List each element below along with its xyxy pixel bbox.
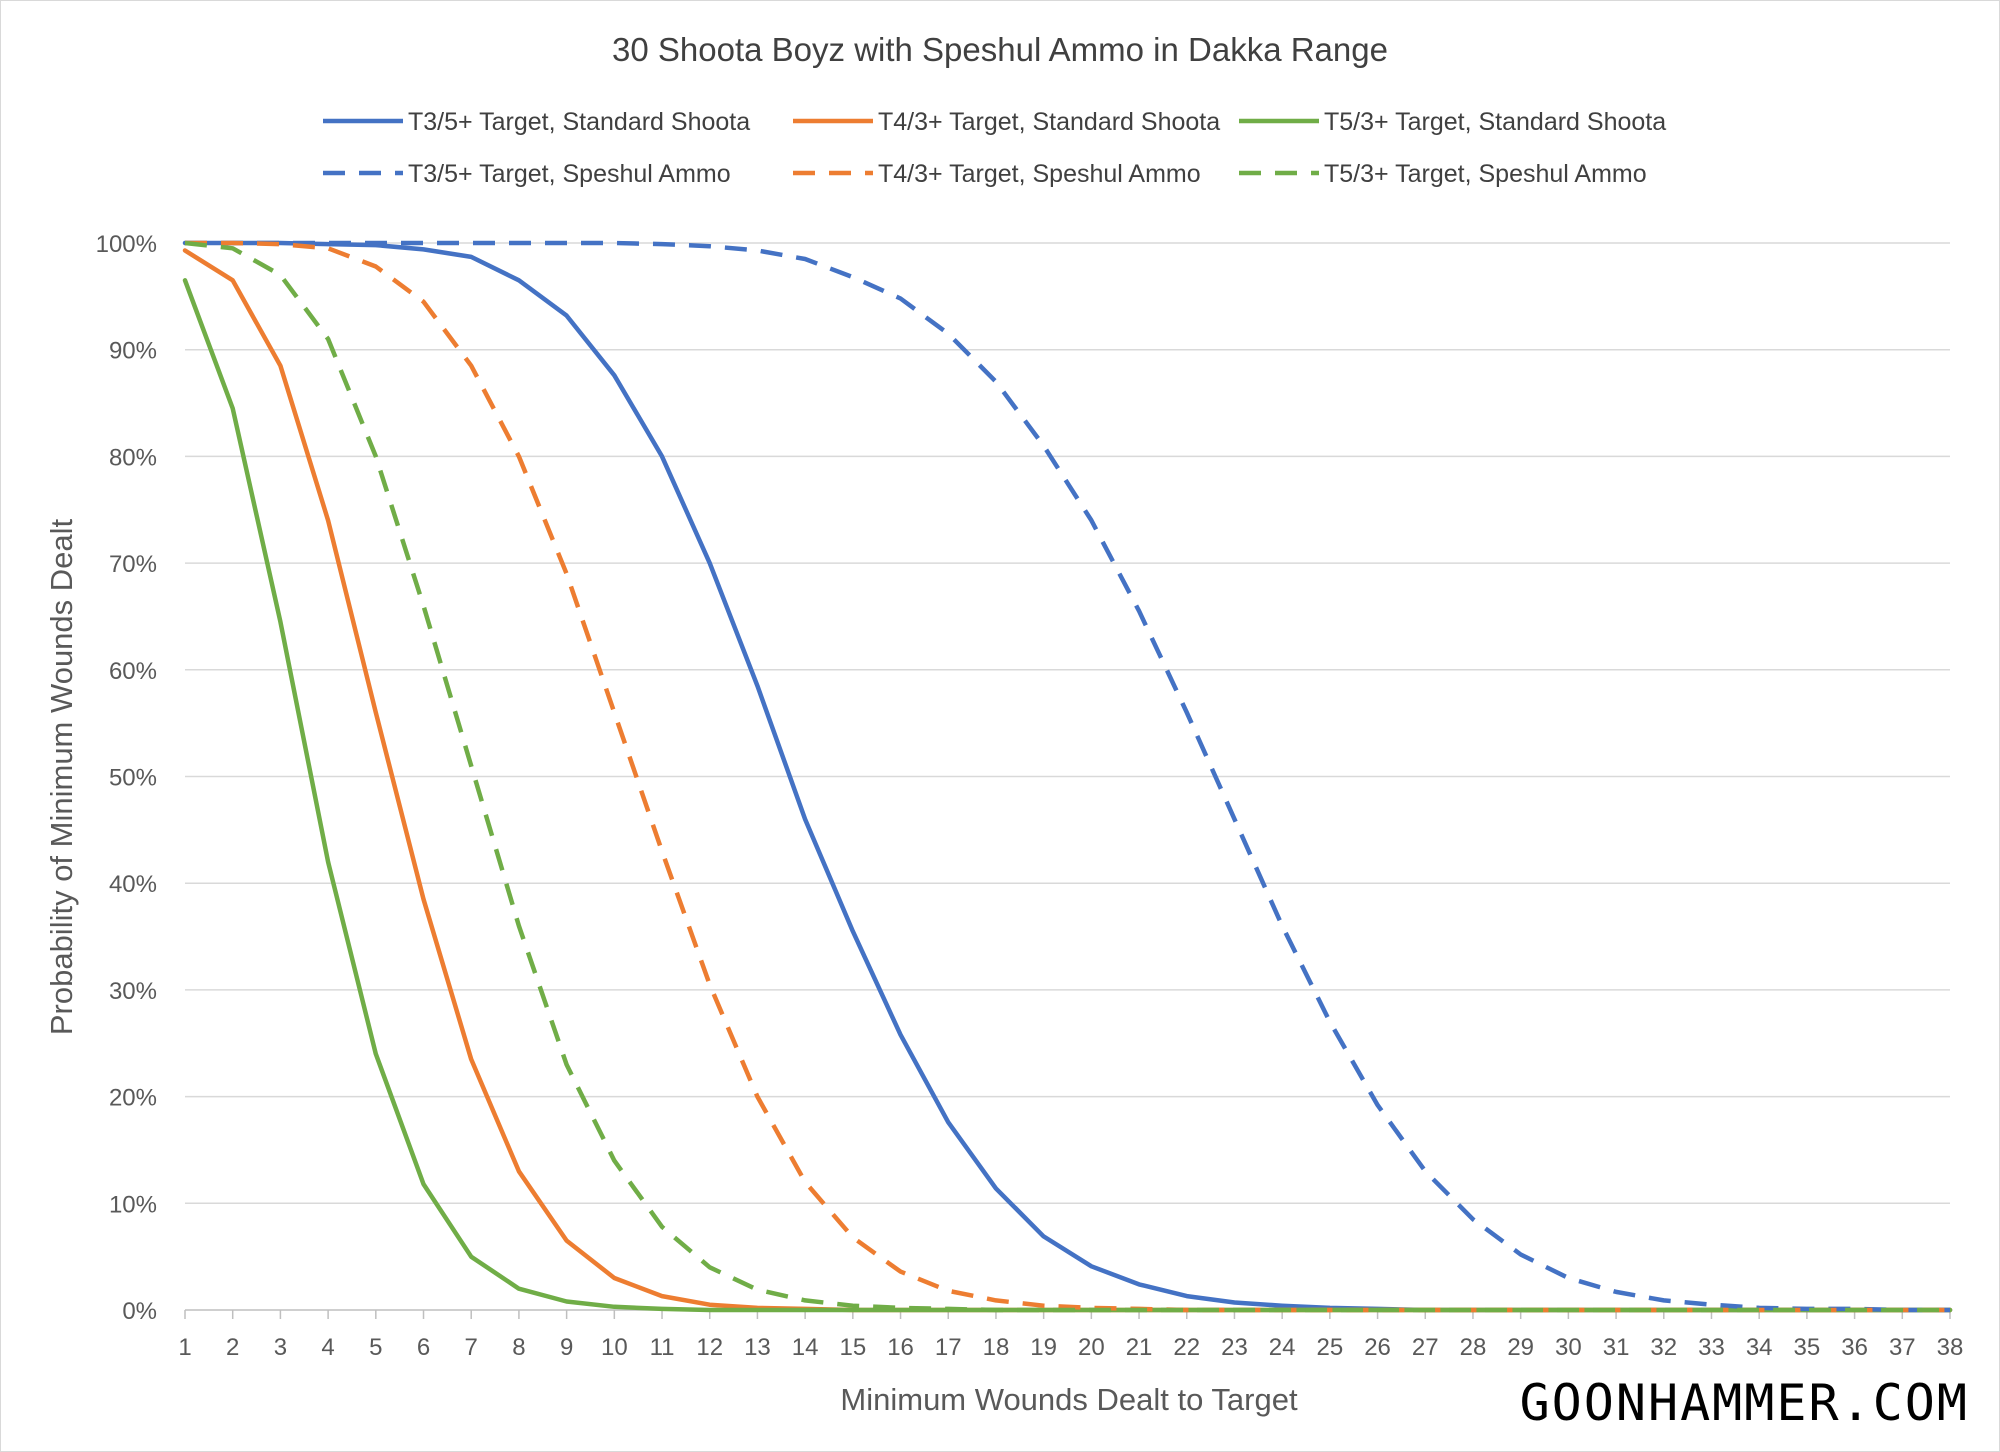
y-tick-label: 70% bbox=[109, 551, 157, 578]
x-tick-label: 1 bbox=[178, 1334, 191, 1361]
x-tick-label: 7 bbox=[465, 1334, 478, 1361]
x-tick-label: 2 bbox=[226, 1334, 239, 1361]
x-axis-title: Minimum Wounds Dealt to Target bbox=[840, 1382, 1298, 1417]
x-tick-label: 21 bbox=[1126, 1334, 1153, 1361]
x-tick-label: 32 bbox=[1650, 1334, 1677, 1361]
legend-label-4: T3/5+ Target, Speshul Ammo bbox=[408, 160, 731, 188]
x-tick-label: 5 bbox=[369, 1334, 382, 1361]
x-tick-label: 3 bbox=[274, 1334, 287, 1361]
x-tick-label: 16 bbox=[887, 1334, 914, 1361]
x-tick-label: 28 bbox=[1460, 1334, 1487, 1361]
x-tick-label: 36 bbox=[1841, 1334, 1868, 1361]
y-tick-label: 80% bbox=[109, 444, 157, 471]
y-axis-title: Probability of Minimum Wounds Dealt bbox=[44, 518, 79, 1035]
x-tick-label: 20 bbox=[1078, 1334, 1105, 1361]
x-tick-label: 10 bbox=[601, 1334, 628, 1361]
x-tick-label: 24 bbox=[1269, 1334, 1296, 1361]
x-tick-label: 8 bbox=[512, 1334, 525, 1361]
x-tick-label: 18 bbox=[983, 1334, 1010, 1361]
x-tick-label: 33 bbox=[1698, 1334, 1725, 1361]
y-tick-label: 30% bbox=[109, 978, 157, 1005]
legend-label-1: T3/5+ Target, Standard Shoota bbox=[408, 108, 750, 136]
y-tick-label: 10% bbox=[109, 1191, 157, 1218]
x-tick-label: 14 bbox=[792, 1334, 819, 1361]
series-line-3 bbox=[182, 278, 1953, 1313]
x-tick-label: 4 bbox=[321, 1334, 334, 1361]
x-tick-label: 31 bbox=[1603, 1334, 1630, 1361]
series-line-4 bbox=[185, 240, 1950, 1313]
x-tick-label: 35 bbox=[1794, 1334, 1821, 1361]
x-tick-label: 9 bbox=[560, 1334, 573, 1361]
legend: T3/5+ Target, Standard Shoota T4/3+ Targe… bbox=[323, 108, 1666, 188]
y-tick-label: 90% bbox=[109, 338, 157, 365]
gridlines bbox=[185, 242, 1950, 1205]
legend-label-6: T5/3+ Target, Speshul Ammo bbox=[1324, 160, 1647, 188]
x-tick-label: 27 bbox=[1412, 1334, 1439, 1361]
y-tick-label: 50% bbox=[109, 765, 157, 792]
series-lines bbox=[182, 240, 1953, 1313]
x-tick-label: 37 bbox=[1889, 1334, 1916, 1361]
x-tick-label: 23 bbox=[1221, 1334, 1248, 1361]
x-tick-label: 30 bbox=[1555, 1334, 1582, 1361]
x-tick-label: 25 bbox=[1317, 1334, 1344, 1361]
y-tick-label: 20% bbox=[109, 1085, 157, 1112]
x-tick-label: 22 bbox=[1173, 1334, 1200, 1361]
y-tick-label: 0% bbox=[122, 1298, 157, 1325]
legend-label-2: T4/3+ Target, Standard Shoota bbox=[878, 108, 1220, 136]
x-tick-label: 12 bbox=[696, 1334, 723, 1361]
x-tick-label: 6 bbox=[417, 1334, 430, 1361]
x-tick-label: 29 bbox=[1507, 1334, 1534, 1361]
x-tick-label: 38 bbox=[1937, 1334, 1964, 1361]
y-tick-label: 100% bbox=[96, 231, 157, 258]
series-line-5 bbox=[185, 240, 1950, 1313]
x-axis: 1 2 3 4 5 6 7 8 9 10 11 12 13 14 15 16 17 18 19 20 21 22 23 24 2… bbox=[178, 1309, 1964, 1361]
x-tick-label: 17 bbox=[935, 1334, 962, 1361]
x-tick-label: 13 bbox=[744, 1334, 771, 1361]
chart-title: 30 Shoota Boyz with Speshul Ammo in Dakk… bbox=[612, 31, 1388, 68]
brand-watermark: GOONHAMMER.COM bbox=[1520, 1374, 1969, 1432]
series-line-6 bbox=[184, 240, 1950, 1313]
y-tick-label: 60% bbox=[109, 658, 157, 685]
legend-label-5: T4/3+ Target, Speshul Ammo bbox=[878, 160, 1201, 188]
x-tick-label: 26 bbox=[1364, 1334, 1391, 1361]
legend-label-3: T5/3+ Target, Standard Shoota bbox=[1324, 108, 1666, 136]
x-tick-label: 15 bbox=[839, 1334, 866, 1361]
y-axis-ticks: 0% 10% 20% 30% 40% 50% 60% 70% 80% 90% 100% bbox=[96, 231, 157, 1325]
x-tick-label: 34 bbox=[1746, 1334, 1773, 1361]
x-tick-label: 19 bbox=[1030, 1334, 1057, 1361]
x-tick-label: 11 bbox=[650, 1334, 675, 1361]
series-line-2 bbox=[182, 248, 1953, 1313]
y-tick-label: 40% bbox=[109, 871, 157, 898]
